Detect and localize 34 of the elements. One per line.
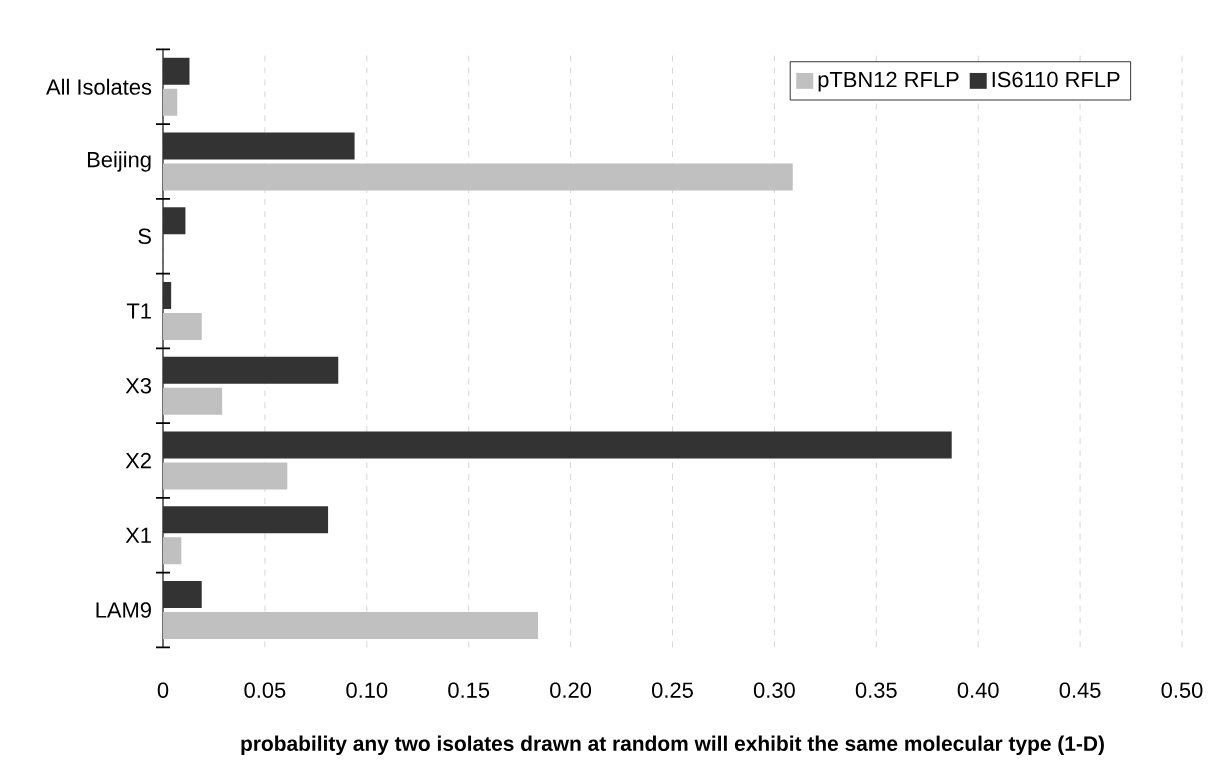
legend-label: pTBN12 RFLP bbox=[818, 71, 959, 92]
x-tick-label: 0.50 bbox=[1161, 682, 1203, 699]
y-tick-label: LAM9 bbox=[96, 602, 151, 618]
y-tick-label: S bbox=[138, 228, 151, 245]
y-tick-label: X1 bbox=[125, 527, 151, 543]
x-tick-label: 0.40 bbox=[957, 682, 999, 699]
y-tick-label: X3 bbox=[125, 378, 151, 394]
bar bbox=[163, 506, 329, 534]
x-tick-label: 0.25 bbox=[652, 682, 693, 699]
bar bbox=[163, 207, 186, 235]
x-tick-label: 0.15 bbox=[448, 682, 490, 699]
y-tick-label: Beijing bbox=[87, 151, 151, 172]
x-tick-label: 0.30 bbox=[753, 682, 795, 699]
x-tick-label: 0 bbox=[157, 682, 169, 699]
x-tick-label: 0.20 bbox=[550, 682, 592, 699]
y-tick-label: X2 bbox=[125, 453, 151, 469]
x-axis-title: probability any two isolates drawn at random will exhibit the same molecular type (1-D) bbox=[241, 735, 1104, 756]
bar bbox=[163, 282, 172, 310]
y-tick-label: All Isolates bbox=[46, 78, 152, 95]
bar bbox=[163, 431, 952, 459]
bar bbox=[163, 57, 190, 85]
bar bbox=[163, 313, 202, 341]
bar bbox=[163, 132, 355, 160]
bar bbox=[163, 581, 202, 609]
x-tick-label: 0.05 bbox=[244, 682, 286, 699]
bar bbox=[163, 387, 223, 415]
bar bbox=[163, 88, 178, 116]
y-tick-label: T1 bbox=[126, 303, 151, 319]
bar bbox=[163, 537, 182, 565]
bar bbox=[163, 356, 339, 384]
legend-label: IS6110 RFLP bbox=[992, 71, 1120, 88]
x-tick-label: 0.10 bbox=[346, 682, 388, 699]
x-tick-label: 0.35 bbox=[855, 682, 897, 699]
x-tick-label: 0.45 bbox=[1059, 682, 1101, 699]
